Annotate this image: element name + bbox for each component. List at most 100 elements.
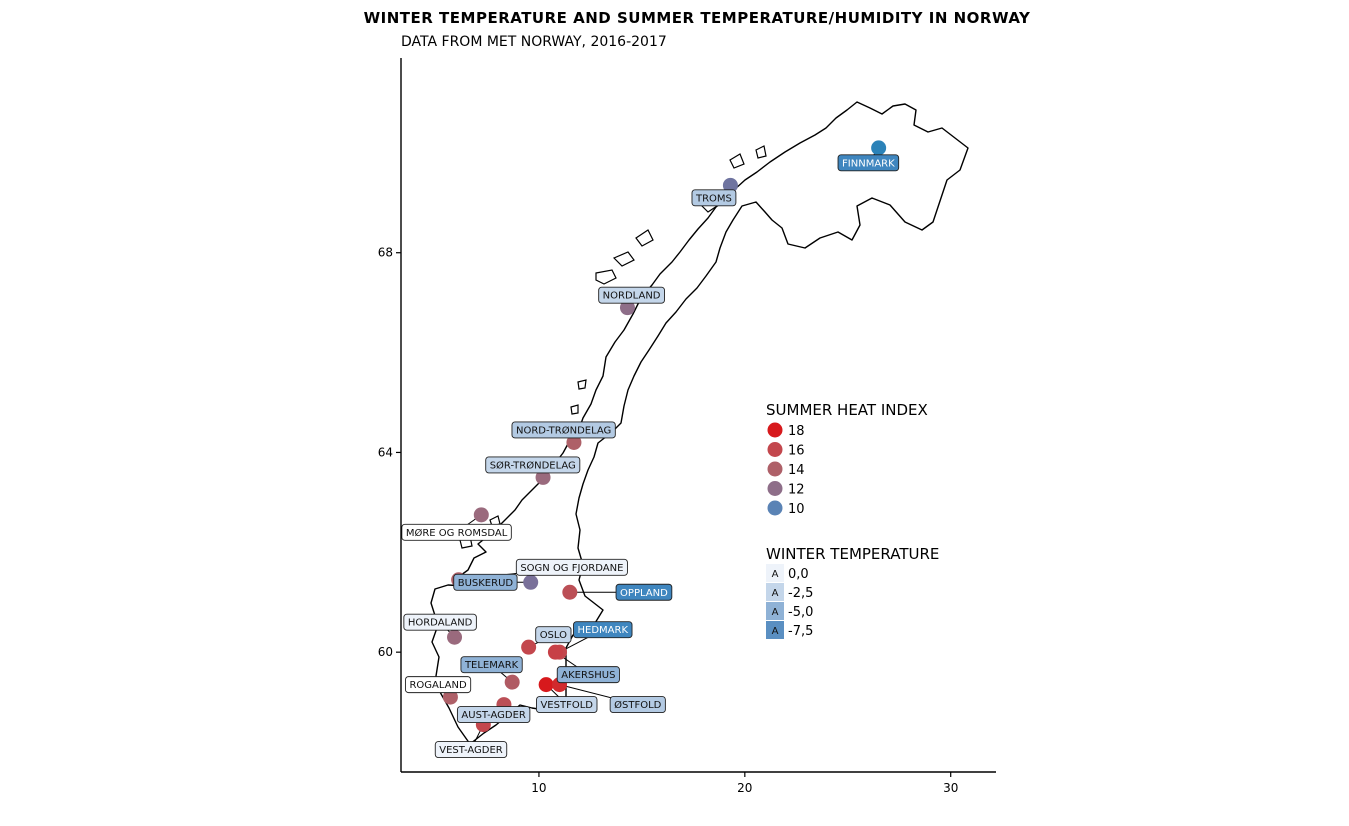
label-text-rogaland: ROGALAND [409,680,467,691]
label-box-stfold [609,696,666,714]
label-text-buskerud: BUSKERUD [458,578,514,589]
label-hedmark: HEDMARK [573,621,633,639]
heat-legend-swatch [767,481,783,496]
label-text-s-r-tr-ndelag: SØR-TRØNDELAG [490,459,576,471]
label-box-oslo [535,626,572,644]
label-text-telemark: TELEMARK [464,660,519,671]
point-telemark [504,674,520,690]
label-oslo: OSLO [535,626,572,644]
heat-legend-label: 10 [788,502,805,517]
winter-legend-swatch [766,583,784,601]
heat-legend-swatch [767,442,783,457]
point-vestfold [538,677,554,693]
label-box-sogn-og-fjordane [515,558,628,576]
label-box-hedmark [573,621,633,639]
point-rogaland [442,689,458,705]
label-text-stfold: ØSTFOLD [614,699,662,711]
label-text-hordaland: HORDALAND [408,618,473,629]
label-finnmark: FINNMARK [837,154,900,172]
label-text-sogn-og-fjordane: SOGN OG FJORDANE [520,563,623,574]
label-text-vestfold: VESTFOLD [540,700,593,711]
y-tick-label: 64 [378,445,393,459]
label-text-oppland: OPPLAND [620,588,668,599]
label-nord-tr-ndelag: NORD-TRØNDELAG [511,421,616,439]
label-text-vest-agder: VEST-AGDER [439,745,503,756]
winter-legend-swatch [766,621,784,639]
point-troms [722,177,738,193]
heat-legend-swatch [767,461,783,477]
label-box-troms [691,189,737,207]
heat-legend-title: SUMMER HEAT INDEX [766,401,928,419]
label-nordland: NORDLAND [598,286,665,304]
chart-title: WINTER TEMPERATURE AND SUMMER TEMPERATUR… [364,9,1031,27]
label-box-vestfold [536,696,598,714]
winter-legend-swatch [766,564,784,582]
data-points [442,140,887,733]
label-box-oppland [615,583,673,601]
label-troms: TROMS [691,189,737,207]
label-buskerud: BUSKERUD [453,573,518,591]
label-box-nordland [598,286,665,304]
label-oppland: OPPLAND [615,583,673,601]
label-telemark: TELEMARK [460,656,523,674]
label-vest-agder: VEST-AGDER [434,741,508,758]
label-rogaland: ROGALAND [404,676,472,694]
label-box-aust-agder [456,706,531,724]
chart-subtitle: DATA FROM MET NORWAY, 2016-2017 [401,34,667,50]
winter-legend-title: WINTER TEMPERATURE [766,545,939,563]
point-oppland [562,584,578,600]
y-tick-label: 68 [378,246,393,260]
label-s-r-tr-ndelag: SØR-TRØNDELAG [485,456,581,474]
label-box-akershus [556,666,620,684]
x-tick-label: 30 [943,781,958,795]
label-text-m-re-og-romsdal: MØRE OG ROMSDAL [406,527,508,539]
x-tick-label: 20 [737,781,752,795]
label-text-aust-agder: AUST-AGDER [461,710,526,721]
label-vestfold: VESTFOLD [536,696,598,714]
label-box-m-re-og-romsdal [401,523,512,541]
label-text-akershus: AKERSHUS [561,670,615,681]
heat-legend-swatch [767,422,783,438]
heat-index-legend: SUMMER HEAT INDEX 18 16 14 12 10 [766,401,928,517]
label-box-telemark [460,656,523,674]
point-hordaland [447,629,463,645]
heat-legend-label: 16 [788,444,805,459]
winter-legend-key: A [772,569,779,580]
norway-coastline [430,101,969,745]
label-stfold: ØSTFOLD [609,696,666,714]
winter-legend-key: A [772,626,779,637]
winter-legend-label: -5,0 [788,605,813,620]
heat-legend-swatch [767,500,783,516]
label-box-hordaland [403,613,477,631]
label-text-hedmark: HEDMARK [578,625,629,636]
heat-legend-label: 18 [788,424,805,439]
label-box-s-r-tr-ndelag [485,456,581,474]
label-box-buskerud [453,573,518,591]
winter-legend-label: 0,0 [788,567,809,582]
axis-ticks: 10 20 30 60 64 68 [378,246,959,795]
point-nordland [619,300,635,316]
label-hordaland: HORDALAND [403,613,477,631]
point-nord-tr-ndelag [566,434,582,450]
label-text-nordland: NORDLAND [603,291,661,302]
heat-legend-label: 14 [788,463,805,478]
label-akershus: AKERSHUS [556,666,620,684]
label-box-vest-agder [434,741,508,758]
heat-legend-label: 12 [788,483,805,498]
map-panel: FINNMARK TROMS NORDLAND NORD-TRØNDELAG SØR-T… [378,58,996,795]
y-tick-label: 60 [378,645,393,659]
winter-legend-key: A [772,588,779,599]
point-m-re-og-romsdal [473,507,489,523]
label-box-finnmark [837,154,900,172]
label-text-finnmark: FINNMARK [842,158,895,169]
label-m-re-og-romsdal: MØRE OG ROMSDAL [401,523,512,541]
point-akershus [547,644,563,660]
label-box-rogaland [404,676,472,694]
winter-legend-key: A [772,607,779,618]
winter-legend-swatch [766,602,784,620]
point-s-r-tr-ndelag [535,469,551,485]
winter-legend-label: -2,5 [788,586,813,601]
x-tick-label: 10 [531,781,546,795]
point-labels: FINNMARK TROMS NORDLAND NORD-TRØNDELAG SØR-T… [401,154,900,758]
label-text-nord-tr-ndelag: NORD-TRØNDELAG [516,424,611,436]
